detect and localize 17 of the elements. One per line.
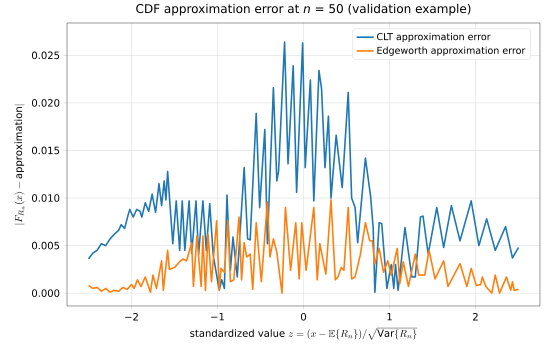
y-axis-title: $|F_{R_n}(x) - \mathrm{approximation}|$ bbox=[14, 104, 25, 224]
y-tick-label: 0.025 bbox=[32, 52, 60, 60]
x-axis-title: $\text{standardized value } z = (x - \mathbb{E}\{R_n\})/\sqrt{\mathrm{Var}\{R_n\}}$ bbox=[190, 328, 418, 340]
legend-label: Edgeworth approximation error bbox=[377, 46, 526, 56]
x-tick-label: 1 bbox=[387, 313, 392, 320]
legend-label: CLT approximation error bbox=[377, 32, 491, 42]
line-series bbox=[88, 199, 520, 294]
x-tick-label: 0 bbox=[300, 313, 306, 321]
y-tick-label: 0.010 bbox=[32, 194, 60, 202]
y-tick-label: 0.005 bbox=[32, 242, 60, 250]
x-tick-label: 2 bbox=[473, 313, 478, 320]
x-tick-label: −1 bbox=[211, 313, 224, 320]
y-tick-label: 0.020 bbox=[32, 99, 60, 107]
x-tick-label: −2 bbox=[125, 313, 138, 320]
y-tick-label: 0.015 bbox=[32, 146, 60, 154]
y-tick-label: 0.000 bbox=[32, 289, 60, 297]
chart-title: CDF approximation error at n = 50 (validation example) bbox=[136, 4, 470, 16]
